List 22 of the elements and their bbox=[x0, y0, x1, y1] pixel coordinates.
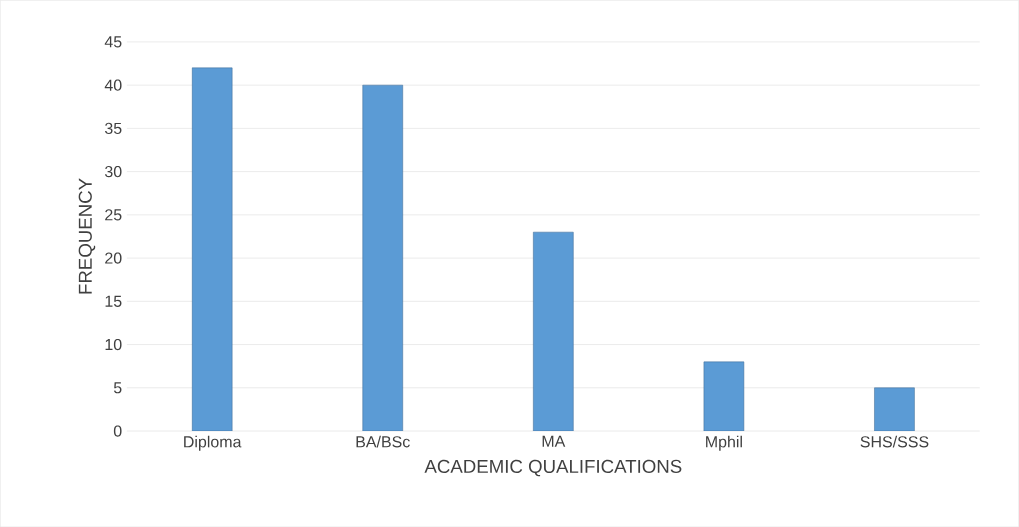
y-tick-label: 30 bbox=[104, 165, 122, 178]
bar bbox=[533, 231, 574, 431]
y-tick-label: 45 bbox=[104, 36, 122, 48]
y-tick-label: 20 bbox=[105, 252, 122, 264]
x-axis-title: ACADEMIC QUALIFICATIONS bbox=[424, 459, 682, 477]
x-tick-label: MA bbox=[542, 435, 566, 447]
bar bbox=[703, 361, 745, 431]
y-tick-label: 10 bbox=[105, 338, 122, 351]
x-tick-label: Mphil bbox=[706, 435, 742, 451]
x-tick-label: SHS/SSS bbox=[860, 435, 929, 448]
y-tick-label: 15 bbox=[105, 295, 122, 307]
y-tick-label: 35 bbox=[104, 122, 122, 134]
y-axis-title: FREQUENCY bbox=[78, 178, 96, 294]
bar bbox=[362, 84, 403, 431]
y-tick-label: 25 bbox=[105, 209, 122, 221]
y-tick-label: 40 bbox=[104, 79, 122, 91]
y-tick-label: 0 bbox=[113, 425, 122, 437]
x-tick-label: BA/BSc bbox=[356, 435, 410, 448]
y-tick-label: 5 bbox=[113, 382, 122, 394]
bar bbox=[191, 67, 233, 431]
x-tick-label: Diploma bbox=[184, 435, 242, 451]
bar bbox=[874, 387, 915, 431]
